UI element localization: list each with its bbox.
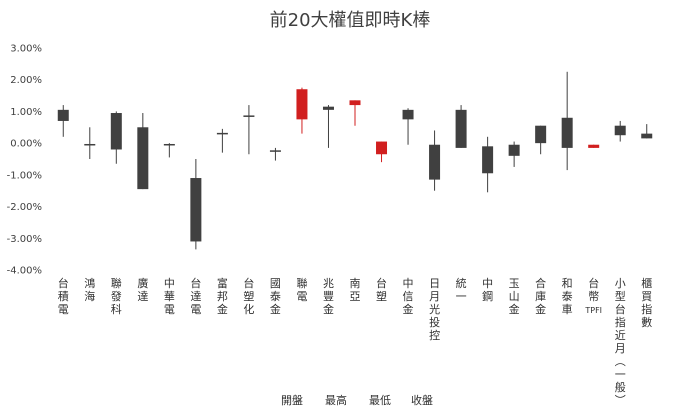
candle-body [110,113,122,150]
x-tick-label: 台塑化 [243,276,254,316]
x-tick-label: 南亞 [350,277,361,303]
x-tick-label: 聯電 [296,277,307,303]
x-tick-label-text: 統一 [456,276,467,303]
x-tick-label-text: 和泰車 [562,277,573,316]
x-tick-label-text: 鴻海 [84,276,95,303]
legend: 開盤 最高 最低 收盤 [281,393,433,407]
candle-body [137,127,149,190]
x-tick-label: 統一 [456,276,467,303]
x-tick-label-text: 台達電 [190,276,201,316]
candle-body [349,100,361,106]
candle-body [455,109,467,148]
candles [57,71,653,250]
candle-body [641,133,653,139]
y-tick-label: 0.00% [10,139,42,150]
x-tick-label: 和泰車 [562,277,573,316]
candle-body [296,89,308,120]
x-tick-label-text: 中鋼 [482,277,493,303]
x-tick-label: 中信金 [403,277,414,316]
candle-body [482,146,494,174]
candle-body [402,109,414,120]
candle-body [190,178,202,242]
x-tick-label-text: 廣達 [137,276,148,303]
candle-body [429,144,441,180]
x-tick-label: 日月光投控 [429,277,440,342]
x-tick-label-text: 中華電 [164,277,175,316]
x-tick-label-text: 中信金 [403,277,414,316]
candle-body [269,150,281,152]
legend-entry: 最高 [325,393,347,407]
x-tick-label-text: 合庫金 [535,276,546,316]
y-tick-label: -3.00% [7,234,42,245]
y-tick-label: -4.00% [7,266,42,277]
candle-body [322,106,334,110]
candle-body [163,143,175,146]
y-axis: 3.00% 2.00% 1.00% 0.00% -1.00% -2.00% -3.00% -4… [7,44,42,277]
y-tick-label: 2.00% [10,75,42,86]
x-tick-label: 中鋼 [482,277,493,303]
x-tick-label-text: 聯電 [296,277,307,303]
candle-body [84,143,96,146]
candle-body [216,132,228,135]
x-tick-label-text: 聯發科 [111,277,122,316]
candle-body [243,115,255,117]
y-tick-label: -2.00% [7,202,42,213]
candle-body [588,144,600,148]
x-tick-label-text: 台塑化 [243,276,254,316]
x-tick-label: 鴻海 [84,276,95,303]
x-tick-label-text: 玉山金 [509,277,520,316]
x-tick-label: 國泰金 [270,277,281,316]
x-tick-label: 台積電 [58,276,69,316]
x-tick-label-text: 小型台指近月︵一般︶ [615,277,626,407]
x-tick-label: 台達電 [190,276,201,316]
x-tick-label-text: 日月光投控 [429,277,440,342]
x-tick-label: 小型台指近月︵一般︶ [615,277,626,407]
x-tick-label: 富邦金 [217,276,228,316]
x-tick-label-text: 台積電 [58,276,69,316]
candle-body [535,125,547,144]
x-tick-label: 台幣 TPFI [584,276,602,315]
legend-entry: 最低 [369,394,391,407]
candle-body [376,141,388,155]
chart-title: 前20大權值即時K棒 [270,10,431,31]
y-tick-label: -1.00% [7,170,42,181]
x-tick-label: 中華電 [164,277,175,316]
x-tick-label: 玉山金 [509,277,520,316]
candle-body [561,117,573,148]
x-tick-label-text: 台幣 TPFI [584,276,602,315]
y-tick-label: 1.00% [10,107,42,118]
legend-entry: 收盤 [411,393,433,407]
x-tick-label-text: 國泰金 [270,277,281,316]
candle-body [614,125,626,136]
x-tick-label: 台塑 [376,276,387,303]
x-tick-label: 廣達 [137,276,148,303]
x-tick-label: 聯發科 [111,277,122,316]
x-tick-label-text: 櫃買指數 [641,276,652,329]
candle-body [508,144,520,156]
y-tick-label: 3.00% [10,44,42,55]
x-tick-label: 合庫金 [535,276,546,316]
x-tick-label: 櫃買指數 [641,276,652,329]
x-tick-label: 兆豐金 [323,277,334,316]
legend-entry: 開盤 [281,394,303,407]
x-tick-label-text: 台塑 [376,276,387,303]
x-tick-label-text: 富邦金 [217,276,228,316]
x-tick-label-text: 兆豐金 [323,277,334,316]
x-tick-label-text: 南亞 [350,277,361,303]
candle-body [57,109,69,121]
